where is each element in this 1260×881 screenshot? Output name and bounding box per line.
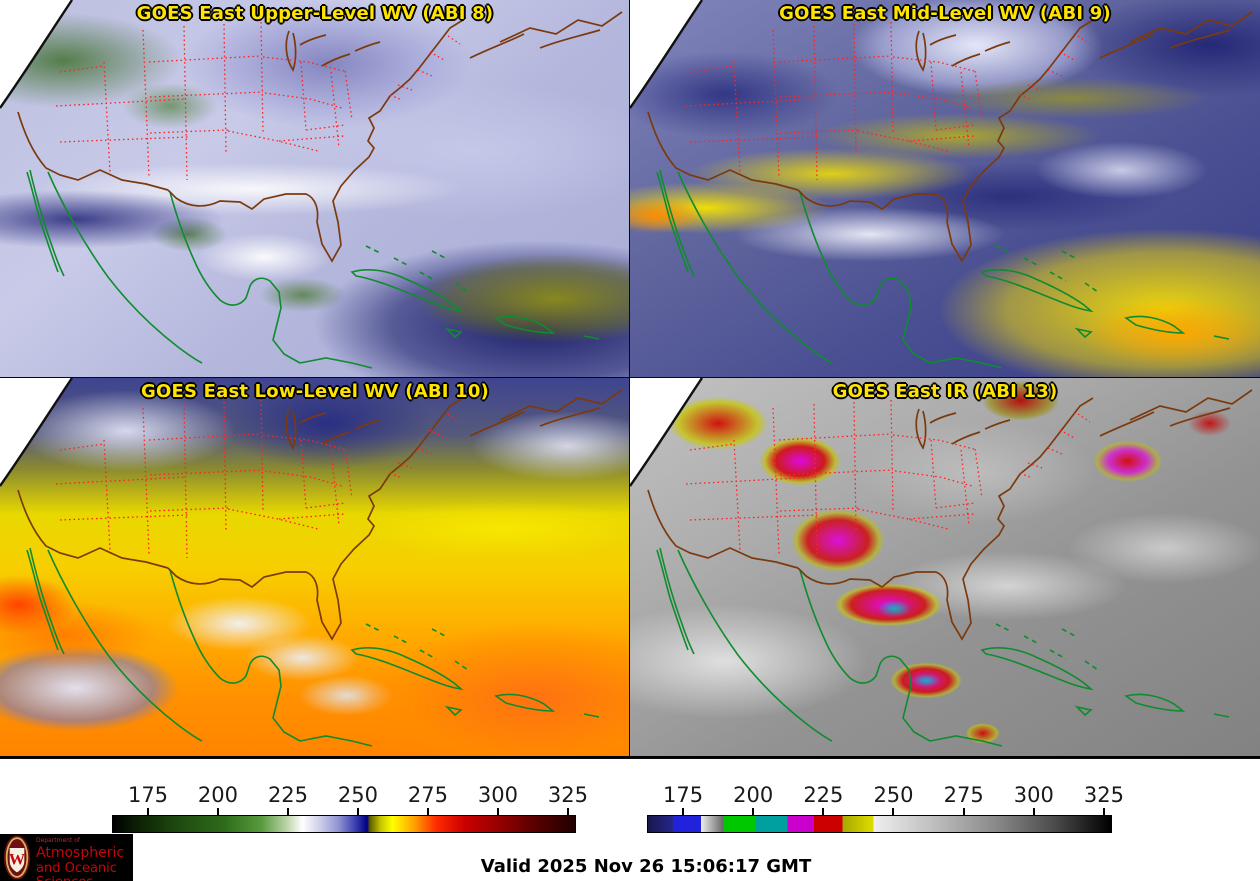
panel-upper-level-wv: GOES East Upper-Level WV (ABI 8) bbox=[0, 0, 631, 379]
tick-mark bbox=[216, 808, 219, 815]
colorbar-tick-label: 325 bbox=[547, 783, 589, 807]
panel-title-abi10: GOES East Low-Level WV (ABI 10) bbox=[141, 381, 489, 402]
tick-mark bbox=[962, 808, 965, 815]
satellite-image-upper-wv bbox=[0, 0, 630, 378]
colorbar-tick-label: 200 bbox=[197, 783, 239, 807]
wv-colorbar: 175 200 225 250 275 300 325 bbox=[112, 783, 588, 834]
panel-title-abi13: GOES East IR (ABI 13) bbox=[832, 381, 1058, 402]
wv-colorbar-labels: 175 200 225 250 275 300 325 bbox=[112, 783, 588, 807]
crest-letter: W bbox=[9, 851, 25, 869]
colorbar-tick-label: 300 bbox=[477, 783, 518, 807]
ir-colorbar: 175 200 225 250 275 300 325 bbox=[647, 783, 1124, 834]
wv-colorbar-ticks bbox=[112, 808, 576, 815]
satellite-image-low-wv bbox=[0, 378, 630, 756]
uw-crest-icon: W bbox=[3, 835, 31, 880]
tick-mark bbox=[286, 808, 289, 815]
tick-mark bbox=[566, 808, 569, 815]
wv-colorbar-gradient bbox=[112, 815, 576, 833]
map-overlay bbox=[630, 378, 1254, 748]
panel-title-abi8: GOES East Upper-Level WV (ABI 8) bbox=[136, 3, 494, 24]
colorbar-tick-label: 225 bbox=[267, 783, 309, 807]
ir-colorbar-labels: 175 200 225 250 275 300 325 bbox=[647, 783, 1124, 807]
colorbar-tick-label: 200 bbox=[733, 783, 774, 807]
valid-timestamp: Valid 2025 Nov 26 15:06:17 GMT bbox=[480, 856, 812, 877]
tick-mark bbox=[1032, 808, 1035, 815]
panel-low-level-wv: GOES East Low-Level WV (ABI 10) bbox=[0, 377, 631, 759]
tick-mark bbox=[682, 808, 685, 815]
logo-line-oceanic: and Oceanic Sciences bbox=[36, 860, 117, 881]
tick-mark bbox=[892, 808, 895, 815]
tick-mark bbox=[496, 808, 499, 815]
tick-mark bbox=[822, 808, 825, 815]
satellite-image-ir bbox=[630, 378, 1260, 756]
tick-mark bbox=[356, 808, 359, 815]
satellite-image-mid-wv bbox=[630, 0, 1260, 378]
ir-colorbar-gradient bbox=[647, 815, 1112, 833]
colorbar-tick-label: 225 bbox=[803, 783, 844, 807]
colorbar-tick-label: 250 bbox=[337, 783, 378, 807]
colorbar-tick-label: 300 bbox=[1013, 783, 1054, 807]
tick-mark bbox=[752, 808, 755, 815]
tick-mark bbox=[426, 808, 429, 815]
logo-dept-line: Department of bbox=[36, 837, 80, 844]
colorbar-tick-label: 175 bbox=[127, 783, 169, 807]
colorbar-tick-label: 175 bbox=[663, 783, 704, 807]
map-overlay bbox=[0, 378, 624, 748]
panel-ir: GOES East IR (ABI 13) bbox=[629, 377, 1260, 759]
tick-mark bbox=[1102, 808, 1105, 815]
map-overlay bbox=[630, 0, 1254, 370]
colorbar-tick-label: 275 bbox=[407, 783, 449, 807]
tick-mark bbox=[147, 808, 149, 815]
panel-title-abi9: GOES East Mid-Level WV (ABI 9) bbox=[779, 3, 1111, 24]
ir-colorbar-ticks bbox=[647, 808, 1112, 815]
uw-aos-logo: W Department of Atmospheric and Oceanic … bbox=[0, 834, 133, 881]
logo-text: Department of Atmospheric and Oceanic Sc… bbox=[36, 837, 133, 881]
colorbar-tick-label: 250 bbox=[873, 783, 914, 807]
map-overlay bbox=[0, 0, 624, 370]
colorbar-tick-label: 325 bbox=[1083, 783, 1124, 807]
colorbar-tick-label: 275 bbox=[943, 783, 984, 807]
panel-mid-level-wv: GOES East Mid-Level WV (ABI 9) bbox=[629, 0, 1260, 379]
logo-line-atmospheric: Atmospheric bbox=[36, 845, 125, 862]
